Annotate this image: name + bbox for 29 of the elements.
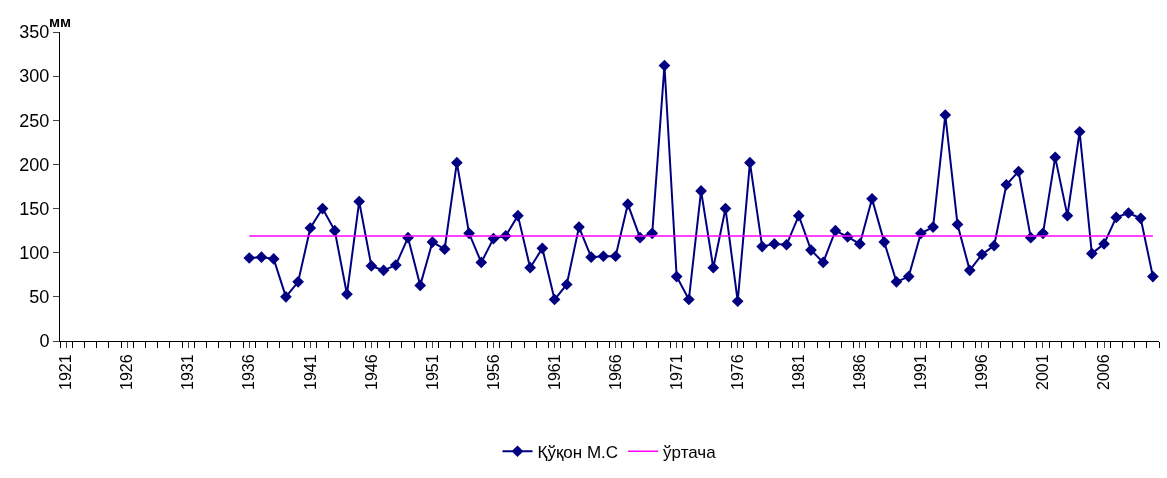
x-tick-label: 1996 xyxy=(973,354,991,390)
legend-label: ўртача xyxy=(663,442,717,462)
y-tick-label: 50 xyxy=(29,287,50,308)
x-tick-label: 1991 xyxy=(912,354,930,390)
x-tick-label: 1921 xyxy=(57,354,75,390)
x-tick-label: 1986 xyxy=(851,354,869,390)
x-tick-label: 1961 xyxy=(545,354,563,390)
y-tick-label: 300 xyxy=(19,66,50,87)
x-tick-label: 1951 xyxy=(423,354,441,390)
x-tick-label: 1976 xyxy=(728,354,746,390)
y-tick-label: 0 xyxy=(39,331,50,352)
x-tick-label: 1936 xyxy=(240,354,258,390)
x-tick-label: 1971 xyxy=(667,354,685,390)
x-tick-label: 1941 xyxy=(301,354,319,390)
y-tick-label: 350 xyxy=(19,22,50,43)
y-tick-label: 100 xyxy=(19,243,50,264)
x-tick-label: 2006 xyxy=(1095,354,1113,390)
x-tick-label: 1956 xyxy=(484,354,502,390)
x-tick-label: 1981 xyxy=(789,354,807,390)
y-axis-title: мм xyxy=(49,13,72,30)
legend-label: Қўқон М.С xyxy=(537,442,619,462)
x-tick-label: 1931 xyxy=(179,354,197,390)
y-tick-label: 200 xyxy=(19,154,50,175)
y-tick-label: 150 xyxy=(19,198,50,219)
x-tick-label: 1926 xyxy=(118,354,136,390)
x-tick-label: 2001 xyxy=(1034,354,1052,390)
x-tick-label: 1966 xyxy=(606,354,624,390)
x-tick-label: 1946 xyxy=(362,354,380,390)
y-tick-label: 250 xyxy=(19,110,50,131)
